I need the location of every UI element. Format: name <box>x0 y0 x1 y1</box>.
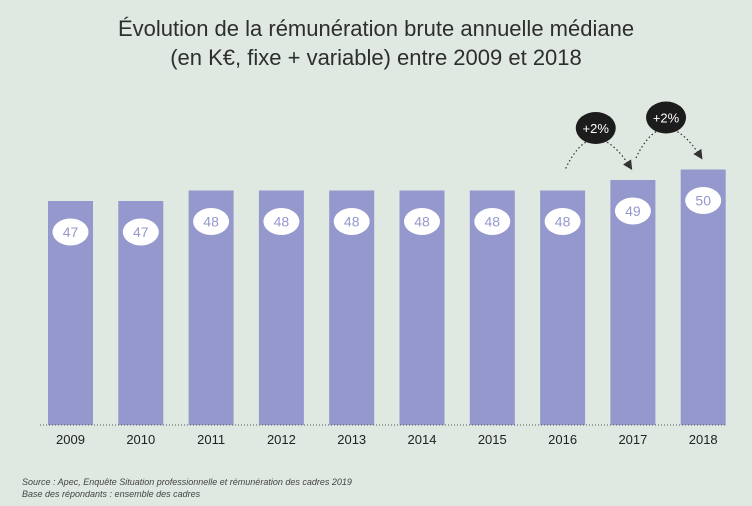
x-tick-2016: 2016 <box>548 432 577 447</box>
value-badge-2013 <box>333 208 370 235</box>
annotations-group: +2% +2% <box>565 101 703 171</box>
x-tick-2015: 2015 <box>478 432 507 447</box>
x-tick-2012: 2012 <box>267 432 296 447</box>
x-tick-2014: 2014 <box>408 432 437 447</box>
source-line-2: Base des répondants : ensemble des cadre… <box>22 489 201 499</box>
value-badge-2011 <box>193 208 230 235</box>
value-label-2017: 49 <box>625 203 641 219</box>
x-tick-2009: 2009 <box>56 432 85 447</box>
value-label-2018: 50 <box>695 193 711 209</box>
value-badge-2015 <box>474 208 511 235</box>
value-badge-2016 <box>544 208 581 235</box>
source-line-1: Source : Apec, Enquête Situation profess… <box>22 477 352 487</box>
x-tick-2011: 2011 <box>197 432 225 447</box>
value-badge-2010 <box>122 218 159 246</box>
value-badge-2014 <box>404 208 440 235</box>
growth-label-1: +2% <box>583 121 610 136</box>
value-badge-2018 <box>685 187 722 214</box>
growth-bubble-1 <box>575 112 616 144</box>
chart-title-line-2: (en K€, fixe + variable) entre 2009 et 2… <box>170 45 582 70</box>
value-badge-2012 <box>263 208 300 235</box>
value-label-2014: 48 <box>414 214 430 230</box>
chart-title: Évolution de la rémunération brute annue… <box>0 14 752 72</box>
value-label-2011: 48 <box>203 214 219 230</box>
value-badge-2017 <box>614 197 651 225</box>
value-badge-2009 <box>52 218 89 246</box>
growth-bubble-2 <box>646 101 687 134</box>
x-tick-labels: 2009 2010 2011 2012 2013 2014 2015 2016 2017 2018 <box>56 432 718 447</box>
value-label-2010: 47 <box>133 224 149 240</box>
x-tick-2018: 2018 <box>689 432 718 447</box>
bars-group: 47 47 48 48 48 48 48 48 49 50 <box>48 169 726 425</box>
value-label-2016: 48 <box>555 214 571 230</box>
value-label-2013: 48 <box>344 214 360 230</box>
growth-label-2: +2% <box>653 111 680 126</box>
value-label-2012: 48 <box>274 214 290 230</box>
source-note: Source : Apec, Enquête Situation profess… <box>22 476 352 500</box>
x-tick-2013: 2013 <box>337 432 366 447</box>
x-tick-2010: 2010 <box>126 432 155 447</box>
chart-title-line-1: Évolution de la rémunération brute annue… <box>117 16 635 41</box>
value-label-2009: 47 <box>63 224 79 240</box>
x-tick-2017: 2017 <box>618 432 647 447</box>
value-label-2015: 48 <box>485 214 501 230</box>
